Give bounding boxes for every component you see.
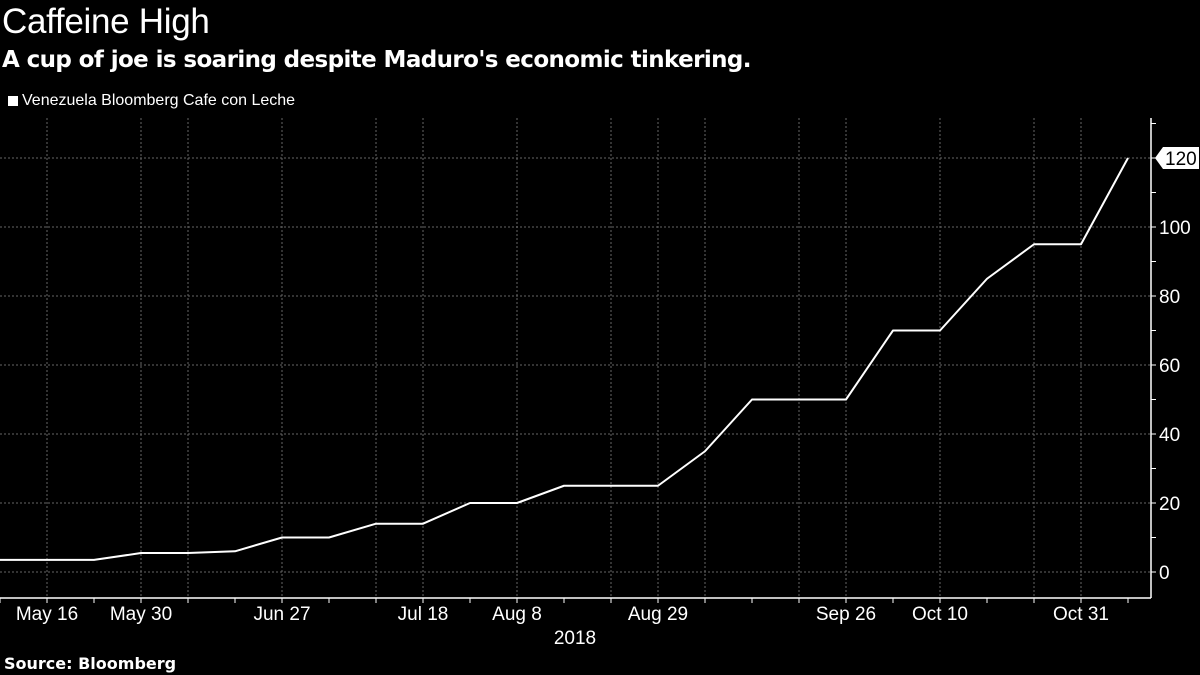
x-tick-label: Jul 18 — [398, 604, 449, 625]
legend-label: Venezuela Bloomberg Cafe con Leche — [22, 92, 296, 109]
last-value-badge — [1155, 147, 1199, 169]
last-value-label: 120 — [1165, 149, 1197, 170]
source-note: Source: Bloomberg — [4, 654, 177, 673]
x-tick-label: May 16 — [16, 604, 78, 625]
legend: Venezuela Bloomberg Cafe con Leche — [8, 92, 295, 110]
chart-subtitle: A cup of joe is soaring despite Maduro's… — [2, 47, 752, 73]
y-tick-label: 0 — [1159, 563, 1170, 584]
x-tick-label: Jun 27 — [253, 604, 310, 625]
y-tick-label: 80 — [1159, 287, 1180, 308]
y-tick-label: 40 — [1159, 425, 1180, 446]
x-year-label: 2018 — [554, 628, 596, 649]
x-tick-label: Oct 31 — [1053, 604, 1109, 625]
x-tick-label: Aug 8 — [492, 604, 542, 625]
y-tick-label: 20 — [1159, 494, 1180, 515]
x-tick-label: May 30 — [110, 604, 172, 625]
x-tick-label: Oct 10 — [912, 604, 968, 625]
chart-title: Caffeine High — [2, 2, 210, 41]
y-tick-label: 60 — [1159, 356, 1180, 377]
legend-swatch — [8, 96, 18, 106]
x-tick-label: Sep 26 — [816, 604, 876, 625]
y-tick-label: 100 — [1159, 218, 1191, 239]
series-line — [0, 157, 1129, 561]
x-tick-label: Aug 29 — [628, 604, 688, 625]
